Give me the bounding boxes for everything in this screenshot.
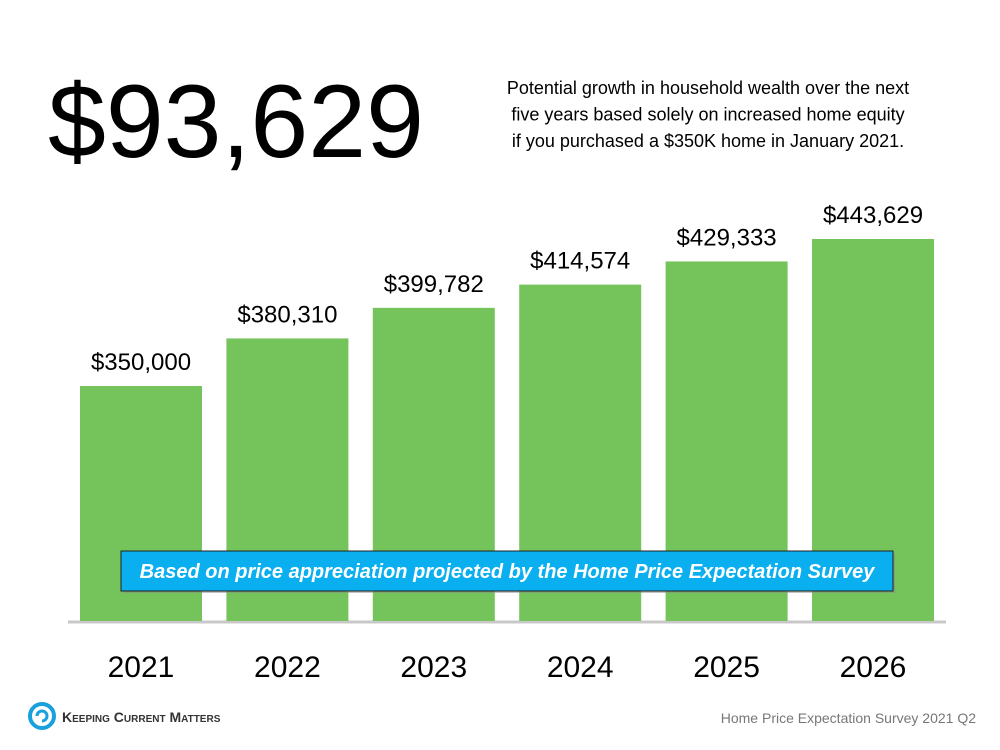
- x-tick-label: 2024: [547, 651, 614, 684]
- logo-swirl: [35, 709, 49, 723]
- x-tick-label: 2025: [693, 651, 760, 684]
- brand-logo: [28, 702, 56, 730]
- logo-ring: [28, 702, 56, 730]
- subtitle-line: Potential growth in household wealth ove…: [507, 78, 909, 98]
- brand-name: Keeping Current Matters: [62, 709, 221, 725]
- value-label: $429,333: [677, 224, 777, 251]
- annotation-text: Based on price appreciation projected by…: [140, 561, 876, 583]
- headline-number: $93,629: [48, 64, 424, 180]
- value-label: $443,629: [823, 202, 923, 229]
- subtitle-line: if you purchased a $350K home in January…: [512, 131, 904, 151]
- x-tick-label: 2026: [840, 651, 907, 684]
- value-label: $399,782: [384, 271, 484, 298]
- x-tick-label: 2021: [108, 651, 175, 684]
- x-tick-label: 2023: [400, 651, 467, 684]
- annotation-box: [120, 550, 894, 592]
- subtitle: Potential growth in household wealth ove…: [507, 78, 909, 151]
- value-label: $414,574: [530, 248, 630, 275]
- x-tick-label: 2022: [254, 651, 321, 684]
- value-label: $350,000: [91, 349, 191, 376]
- value-label: $380,310: [237, 301, 337, 328]
- source: Home Price Expectation Survey 2021 Q2: [721, 710, 976, 726]
- subtitle-line: five years based solely on increased hom…: [511, 105, 904, 125]
